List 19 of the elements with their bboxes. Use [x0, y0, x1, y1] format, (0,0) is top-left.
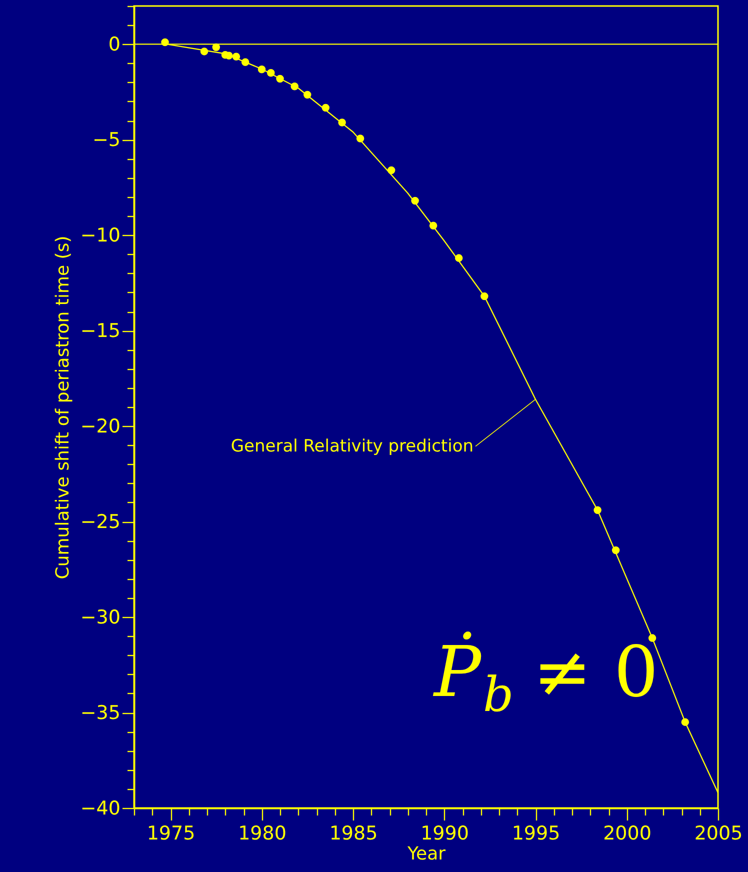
y-tick-label: −40: [80, 798, 120, 820]
y-tick-label: −25: [80, 511, 120, 534]
x-tick-label: 1980: [238, 822, 286, 844]
x-tick-label: 2000: [603, 822, 652, 844]
y-tick-label: −35: [80, 702, 120, 724]
x-tick-label: 1990: [420, 822, 469, 844]
y-axis-title: Cumulative shift of periastron time (s): [52, 236, 74, 580]
y-tick-label: −10: [80, 224, 120, 247]
x-axis-title: Year: [406, 844, 446, 864]
x-tick-label: 2005: [694, 822, 743, 844]
annotation: General Relativity prediction: [230, 436, 474, 456]
x-tick-label: 1975: [146, 822, 196, 844]
y-tick-label: 0: [108, 34, 120, 56]
y-tick-label: −15: [80, 320, 120, 342]
y-tick-label: −30: [80, 606, 120, 629]
x-tick-label: 1995: [512, 822, 560, 844]
y-tick-label: −5: [92, 129, 120, 152]
x-tick-label: 1985: [329, 822, 378, 844]
y-tick-label: −20: [80, 416, 120, 438]
